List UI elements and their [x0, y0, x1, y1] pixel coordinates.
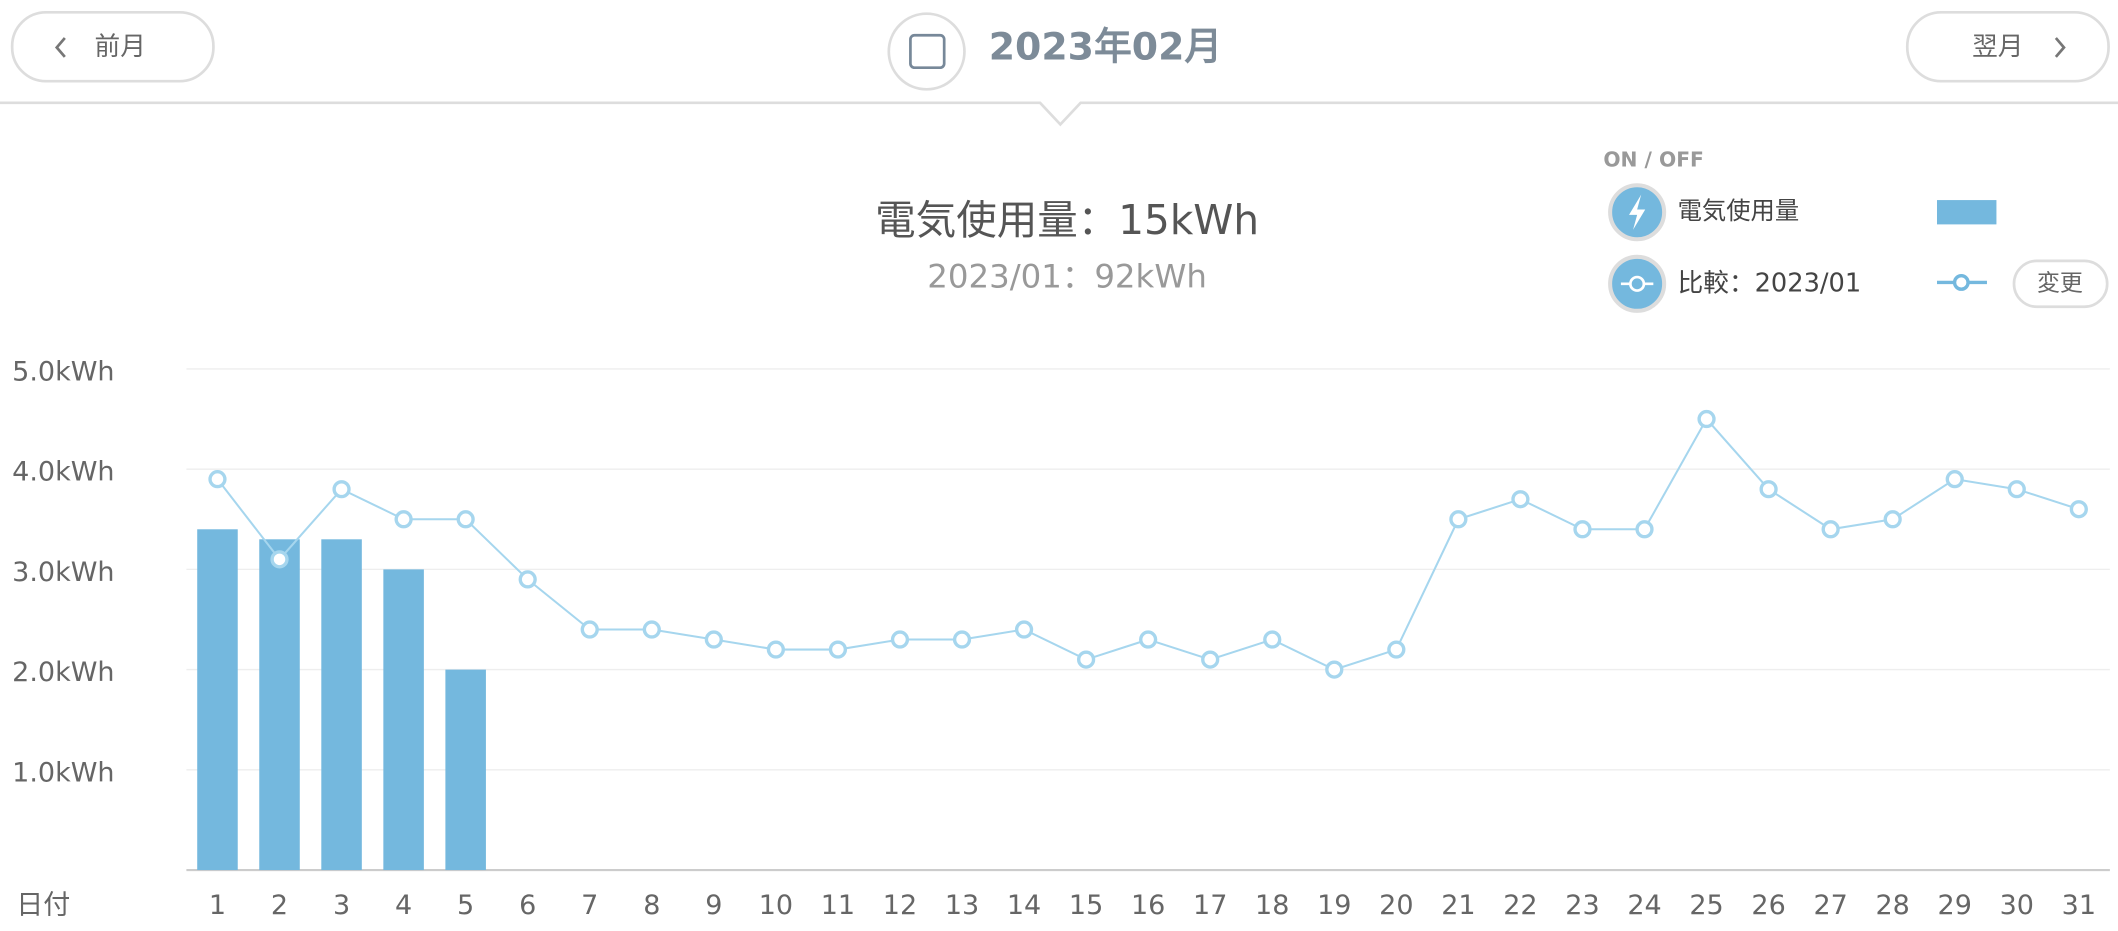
x-tick-label: 25 — [1689, 890, 1723, 921]
point — [952, 630, 972, 649]
compare-total: 2023/01：92kWh — [927, 257, 1207, 295]
y-tick-label: 4.0kWh — [12, 457, 114, 488]
point — [2069, 500, 2088, 519]
point — [1201, 650, 1220, 669]
x-tick-label: 23 — [1565, 890, 1599, 921]
legend-swatch — [1936, 200, 1997, 225]
x-tick-label: 4 — [395, 890, 412, 921]
y-tick-label: 1.0kWh — [12, 757, 114, 788]
bolt-icon — [1629, 194, 1646, 230]
point — [1573, 520, 1592, 539]
x-tick-label: 27 — [1813, 890, 1847, 921]
point — [1387, 640, 1406, 659]
point — [1325, 660, 1344, 679]
calendar-button[interactable] — [887, 12, 966, 91]
x-tick-label: 7 — [581, 890, 598, 921]
point — [1263, 630, 1282, 649]
x-tick-label: 24 — [1627, 890, 1661, 921]
x-tick-label: 11 — [821, 890, 855, 921]
point — [704, 630, 723, 649]
change-label: 変更 — [2037, 270, 2083, 296]
point — [332, 480, 351, 499]
point — [2007, 480, 2026, 499]
prev-button[interactable] — [10, 10, 215, 83]
x-tick-label: 8 — [643, 890, 660, 921]
compare-icon-dot — [1629, 275, 1646, 292]
point — [1449, 510, 1468, 529]
x-tick-label: 20 — [1379, 890, 1413, 921]
calendar-icon — [909, 33, 946, 70]
x-tick-label: 30 — [2000, 890, 2034, 921]
point — [642, 620, 661, 639]
x-tick-label: 1 — [209, 890, 226, 921]
point — [456, 510, 475, 529]
bar — [445, 669, 486, 871]
x-tick-label: 26 — [1751, 890, 1785, 921]
x-tick-label: 5 — [457, 890, 474, 921]
x-tick-label: 28 — [1876, 890, 1910, 921]
point — [1883, 510, 1902, 529]
bar — [197, 529, 238, 871]
y-tick-label: 5.0kWh — [12, 356, 114, 387]
header-border — [0, 101, 2118, 127]
x-tick-label: 9 — [705, 890, 722, 921]
x-tick-label: 16 — [1131, 890, 1165, 921]
point — [394, 510, 413, 529]
x-tick-label: 10 — [759, 890, 793, 921]
month-title: 2023年02月 — [989, 24, 1223, 68]
x-tick-label: 2 — [271, 890, 288, 921]
point — [1697, 409, 1716, 429]
header: 前月 翌月 2023年02月 — [0, 10, 2118, 127]
point — [580, 620, 599, 639]
point — [766, 640, 785, 659]
toggle-label: ON / OFF — [1603, 147, 1704, 171]
x-tick-label: 13 — [945, 890, 979, 921]
legend-point — [1952, 274, 1970, 291]
x-tick-label: 31 — [2062, 890, 2096, 921]
x-tick-label: 12 — [883, 890, 917, 921]
point — [1945, 470, 1964, 489]
point — [270, 550, 289, 569]
point — [518, 570, 537, 589]
x-tick-label: 21 — [1441, 890, 1475, 921]
prev-label: 前月 — [95, 32, 146, 62]
x-tick-label: 14 — [1007, 890, 1041, 921]
change-button[interactable] — [2012, 259, 2109, 309]
prev-arrow — [54, 37, 66, 58]
point — [208, 470, 227, 489]
point — [1076, 650, 1096, 669]
y-tick-label: 3.0kWh — [12, 557, 114, 588]
x-tick-label: 19 — [1317, 890, 1351, 921]
x-tick-label: 15 — [1069, 890, 1103, 921]
x-tick-label: 17 — [1193, 890, 1227, 921]
point — [1635, 520, 1654, 539]
next-button[interactable] — [1905, 10, 2110, 83]
bar — [383, 569, 424, 871]
bar — [321, 539, 362, 871]
bar — [259, 539, 300, 871]
x-tick-label: 18 — [1255, 890, 1289, 921]
x-axis-label: 日付 — [16, 890, 70, 921]
legend-label: 電気使用量 — [1678, 196, 1799, 225]
x-tick-label: 29 — [1938, 890, 1972, 921]
point — [1014, 620, 1034, 639]
next-arrow — [2054, 37, 2066, 58]
point — [1821, 520, 1840, 539]
x-tick-label: 3 — [333, 890, 350, 921]
x-tick-label: 6 — [519, 890, 536, 921]
usage-total: 電気使用量：15kWh — [875, 196, 1259, 244]
point — [1759, 480, 1778, 499]
point — [890, 630, 910, 649]
point — [1139, 630, 1158, 649]
y-tick-label: 2.0kWh — [12, 657, 114, 688]
legend-label: 比較：2023/01 — [1678, 268, 1862, 298]
point — [828, 640, 848, 659]
point — [1511, 490, 1530, 509]
next-label: 翌月 — [1972, 32, 2023, 62]
x-tick-label: 22 — [1503, 890, 1537, 921]
